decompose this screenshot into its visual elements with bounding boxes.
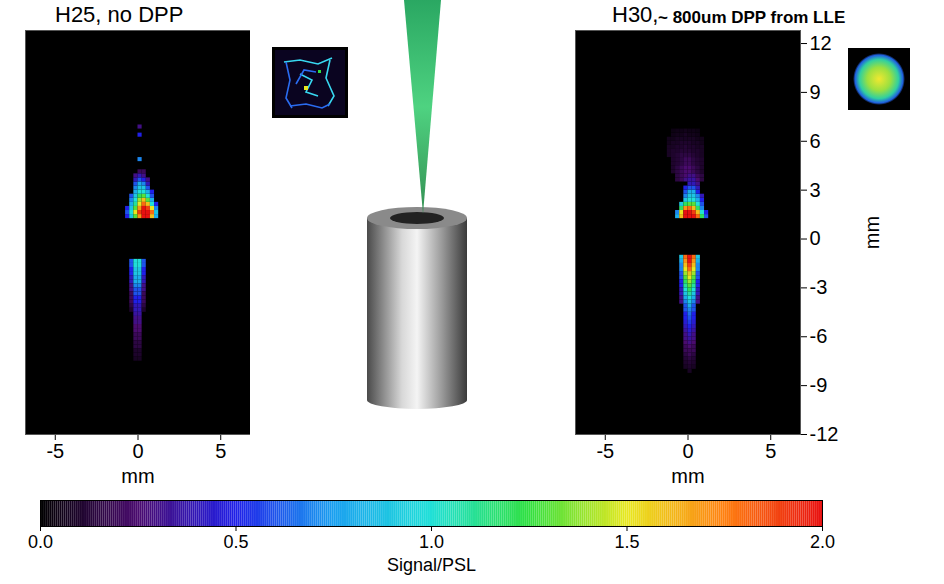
svg-text:0: 0 bbox=[682, 440, 693, 462]
svg-text:-5: -5 bbox=[596, 440, 614, 462]
html-text:H30,~ 800um DPP from LLE: H30,~ 800um DPP from LLE bbox=[612, 2, 846, 27]
svg-text:5: 5 bbox=[765, 440, 776, 462]
svg-text:2.0: 2.0 bbox=[810, 532, 835, 552]
html-text:H25, no DPP: H25, no DPP bbox=[55, 2, 184, 27]
svg-text:-3: -3 bbox=[810, 276, 828, 298]
svg-text:mm: mm bbox=[121, 465, 154, 487]
svg-text:mm: mm bbox=[861, 216, 883, 249]
svg-text:9: 9 bbox=[810, 81, 821, 103]
svg-text:-5: -5 bbox=[46, 440, 64, 462]
svg-text:Signal/PSL: Signal/PSL bbox=[387, 555, 476, 575]
svg-text:3: 3 bbox=[810, 179, 821, 201]
svg-text:0.5: 0.5 bbox=[223, 532, 248, 552]
svg-text:mm: mm bbox=[671, 465, 704, 487]
svg-text:-9: -9 bbox=[810, 374, 828, 396]
svg-text:5: 5 bbox=[215, 440, 226, 462]
svg-text:6: 6 bbox=[810, 130, 821, 152]
svg-text:-6: -6 bbox=[810, 325, 828, 347]
svg-text:-12: -12 bbox=[810, 423, 839, 445]
svg-text:12: 12 bbox=[810, 32, 832, 54]
svg-text:1.0: 1.0 bbox=[419, 532, 444, 552]
svg-text:1.5: 1.5 bbox=[614, 532, 639, 552]
svg-text:0: 0 bbox=[132, 440, 143, 462]
svg-text:0: 0 bbox=[810, 227, 821, 249]
svg-text:0.0: 0.0 bbox=[28, 532, 53, 552]
